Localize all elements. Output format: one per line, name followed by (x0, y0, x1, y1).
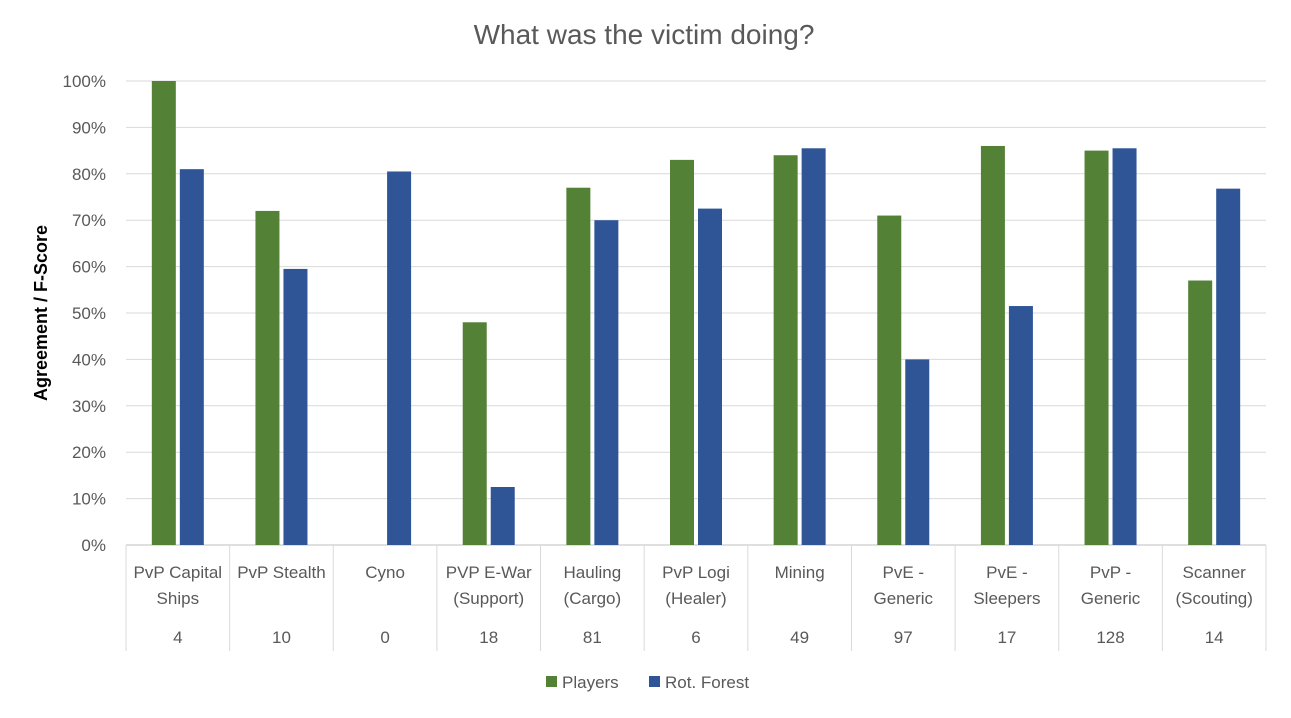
y-tick-label: 40% (72, 350, 106, 369)
bar-rot-forest (387, 171, 412, 546)
x-tick-label: Mining (775, 563, 825, 582)
bar-players (151, 81, 176, 545)
category-count-label: 4 (173, 628, 182, 647)
x-tick-label: PvE - (986, 563, 1028, 582)
chart-title: What was the victim doing? (474, 19, 815, 50)
x-tick-label: PVP E-War (446, 563, 532, 582)
bar-rot-forest (594, 220, 619, 545)
bar-players (566, 187, 591, 545)
x-tick-label: Ships (157, 589, 200, 608)
bar-rot-forest (905, 359, 930, 545)
y-tick-label: 0% (81, 536, 106, 555)
category-count-label: 97 (894, 628, 913, 647)
bar-rot-forest (801, 148, 826, 545)
bar-rot-forest (283, 268, 308, 545)
x-tick-label: PvP Logi (662, 563, 730, 582)
x-tick-label: (Cargo) (564, 589, 622, 608)
category-count-label: 17 (997, 628, 1016, 647)
bar-rot-forest (1112, 148, 1137, 545)
y-tick-label: 50% (72, 304, 106, 323)
category-count-label: 10 (272, 628, 291, 647)
category-count-label: 49 (790, 628, 809, 647)
category-count-label: 0 (380, 628, 389, 647)
bar-players (255, 210, 280, 546)
bar-rot-forest (490, 487, 515, 545)
x-tick-label: Generic (874, 589, 934, 608)
x-tick-label: Sleepers (973, 589, 1040, 608)
bars (151, 81, 1241, 546)
legend-label: Players (562, 673, 619, 692)
bar-rot-forest (1216, 188, 1241, 545)
category-count-label: 18 (479, 628, 498, 647)
legend-label: Rot. Forest (665, 673, 749, 692)
x-tick-label: Generic (1081, 589, 1141, 608)
x-tick-label: PvP Stealth (237, 563, 326, 582)
category-count-label: 128 (1096, 628, 1124, 647)
x-tick-label: (Healer) (665, 589, 726, 608)
y-tick-label: 30% (72, 397, 106, 416)
y-tick-label: 70% (72, 211, 106, 230)
x-tick-label: PvE - (882, 563, 924, 582)
legend-swatch (546, 676, 557, 687)
bar-players (462, 322, 487, 545)
category-count-label: 14 (1205, 628, 1224, 647)
bar-rot-forest (179, 169, 204, 545)
y-tick-label: 20% (72, 443, 106, 462)
bar-players (1084, 150, 1109, 545)
y-tick-label: 10% (72, 490, 106, 509)
bar-rot-forest (1008, 306, 1033, 545)
y-axis-label: Agreement / F-Score (31, 225, 51, 401)
bar-players (980, 145, 1005, 545)
category-count-label: 6 (691, 628, 700, 647)
category-count-label: 81 (583, 628, 602, 647)
bar-players (877, 215, 902, 545)
bar-players (670, 159, 694, 545)
legend: Players Rot. Forest (546, 673, 749, 692)
x-tick-label: Cyno (365, 563, 405, 582)
y-axis-ticks: 0% 10% 20% 30% 40% 50% 60% 70% 80% 90% 100% (63, 72, 106, 555)
y-tick-label: 60% (72, 258, 106, 277)
bar-players (1188, 280, 1213, 545)
x-tick-label: PvP - (1090, 563, 1131, 582)
bar-rot-forest (698, 208, 722, 545)
gridlines (126, 80, 1266, 546)
x-axis: PvP Capital Ships 4 PvP Stealth 10 Cyno 0 PVP E… (125, 545, 1267, 651)
x-tick-label: Scanner (1183, 563, 1247, 582)
x-tick-label: (Support) (453, 589, 524, 608)
x-tick-label: PvP Capital (134, 563, 223, 582)
legend-swatch (649, 676, 660, 687)
x-tick-label: (Scouting) (1175, 589, 1252, 608)
bar-players (773, 155, 798, 546)
y-tick-label: 100% (63, 72, 106, 91)
y-tick-label: 90% (72, 118, 106, 137)
x-tick-label: Hauling (564, 563, 622, 582)
y-tick-label: 80% (72, 165, 106, 184)
